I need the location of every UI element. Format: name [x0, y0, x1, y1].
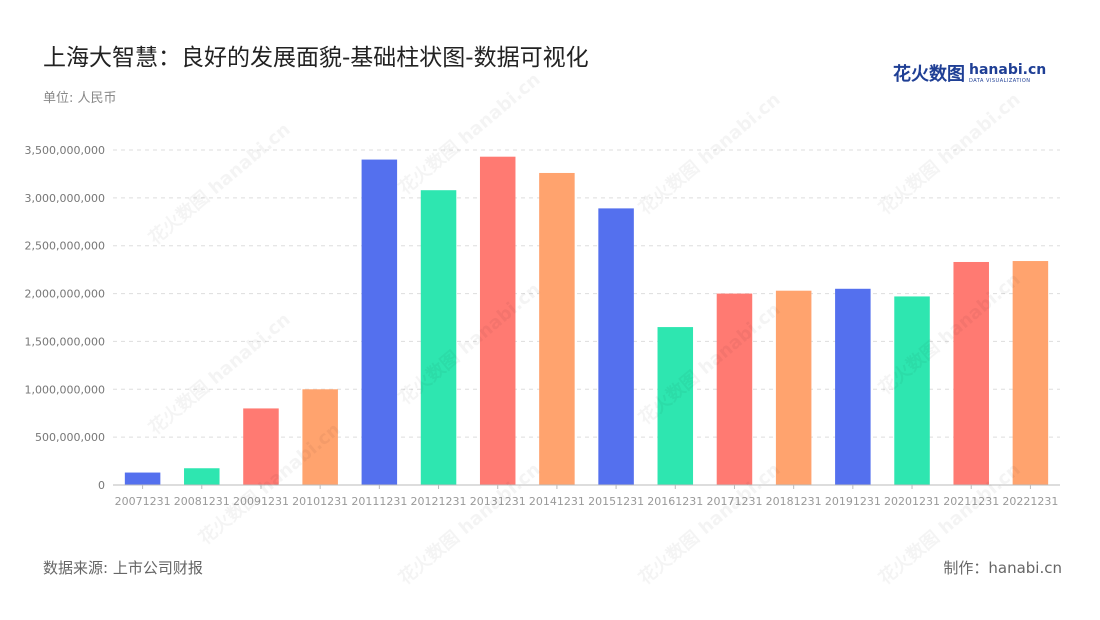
bar	[953, 261, 989, 485]
x-tick-label: 20201231	[884, 495, 940, 508]
bar	[894, 296, 930, 485]
logo-en-text: hanabi.cn	[969, 61, 1047, 78]
x-tick-label: 20131231	[470, 495, 526, 508]
chart-title: 上海大智慧：良好的发展面貌-基础柱状图-数据可视化	[43, 45, 589, 71]
bar	[657, 327, 694, 485]
x-tick-label: 20101231	[292, 495, 348, 508]
bar	[598, 208, 634, 485]
bar	[775, 290, 812, 485]
bar	[124, 472, 161, 485]
x-tick-label: 20071231	[115, 495, 171, 508]
grid-lines	[113, 149, 1060, 438]
bar	[361, 159, 398, 486]
x-tick-label: 20221231	[1002, 495, 1058, 508]
bar	[302, 389, 338, 485]
bar	[716, 293, 753, 485]
bar	[479, 156, 516, 485]
x-tick-label: 20181231	[766, 495, 822, 508]
logo-sub-text: DATA VISUALIZATION	[969, 77, 1031, 84]
y-tick-label: 1,000,000,000	[25, 383, 105, 396]
bar	[420, 190, 457, 485]
y-tick-label: 2,000,000,000	[25, 288, 105, 301]
bar-series	[124, 156, 1049, 486]
x-tick-label: 20161231	[647, 495, 703, 508]
logo-cn-text: 花火数图	[893, 64, 965, 85]
bar	[835, 288, 871, 485]
y-tick-label: 500,000,000	[35, 431, 105, 444]
y-axis: 0 500,000,000 1,000,000,000 1,500,000,000 2,…	[25, 144, 105, 492]
y-tick-label: 0	[98, 479, 105, 492]
bar	[184, 468, 220, 485]
x-tick-label: 20091231	[233, 495, 289, 508]
x-tick-label: 20081231	[174, 495, 230, 508]
y-tick-label: 3,000,000,000	[25, 192, 105, 205]
unit-label: 单位: 人民币	[43, 91, 117, 106]
data-source: 数据来源: 上市公司财报	[43, 559, 203, 577]
x-tick-label: 20121231	[411, 495, 467, 508]
x-tick-label: 20211231	[943, 495, 999, 508]
brand-logo: 花火数图 hanabi.cn DATA VISUALIZATION	[893, 58, 1046, 88]
y-tick-label: 1,500,000,000	[25, 335, 105, 348]
bar	[243, 408, 279, 485]
x-tick-label: 20191231	[825, 495, 881, 508]
y-tick-label: 3,500,000,000	[25, 144, 105, 157]
x-tick-label: 20141231	[529, 495, 585, 508]
logo-en-block: hanabi.cn DATA VISUALIZATION	[969, 63, 1046, 84]
bar	[539, 172, 575, 485]
bar	[1012, 261, 1049, 485]
maker-credit: 制作：hanabi.cn	[943, 559, 1062, 577]
x-tick-label: 20151231	[588, 495, 644, 508]
y-tick-label: 2,500,000,000	[25, 240, 105, 253]
x-axis: 20071231 20081231 20091231 20101231 20111231…	[113, 484, 1060, 508]
x-tick-label: 20111231	[351, 495, 407, 508]
x-tick-label: 20171231	[706, 495, 762, 508]
